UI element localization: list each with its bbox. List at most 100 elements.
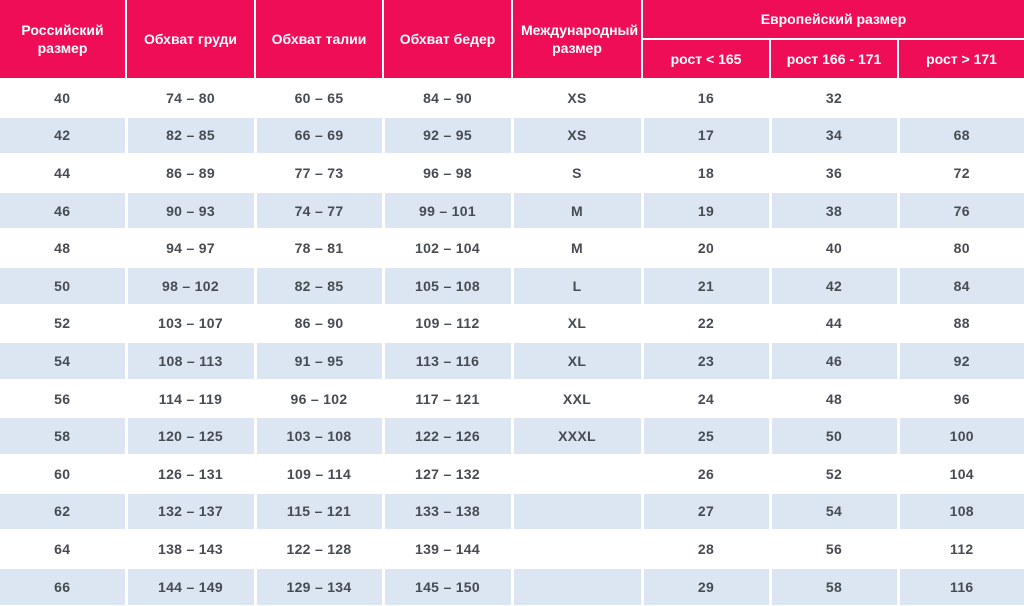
table-cell: 145 – 150	[381, 566, 512, 606]
table-cell: 52	[0, 303, 126, 343]
table-body: 40 74 – 80 60 – 65 84 – 90 XS 16 32 42 82 – 85 66…	[0, 78, 1024, 606]
table-cell: 120 – 125	[124, 416, 255, 455]
table-cell	[510, 491, 642, 531]
header-cell-hips: Обхват бедер	[382, 0, 512, 79]
table-cell: XL	[510, 303, 642, 343]
table-cell: 129 – 134	[253, 566, 383, 606]
table-cell: 84	[896, 265, 1024, 305]
table-cell: 144 – 149	[124, 566, 255, 606]
header-cell-height-166-171: рост 166 - 171	[769, 38, 898, 79]
header-cell-international-size: Международный размер	[511, 0, 642, 79]
table-cell: 109 – 114	[253, 453, 383, 493]
table-cell: 96	[896, 378, 1024, 418]
table-cell: 103 – 108	[253, 416, 383, 455]
table-cell: 92	[896, 341, 1024, 380]
table-cell: XL	[510, 341, 642, 380]
table-cell: 133 – 138	[381, 491, 512, 531]
table-cell: 100	[896, 416, 1024, 455]
table-cell: 48	[768, 378, 898, 418]
table-row: 54 108 – 113 91 – 95 113 – 116 XL 23 46 92	[0, 341, 1024, 380]
table-cell: 88	[896, 303, 1024, 343]
table-cell	[510, 566, 642, 606]
header-cell-russian-size: Российский размер	[0, 0, 126, 79]
table-cell: 96 – 102	[253, 378, 383, 418]
table-cell: S	[510, 153, 642, 192]
table-cell: 108	[896, 491, 1024, 531]
table-cell: 23	[640, 341, 770, 380]
table-cell: 122 – 128	[253, 529, 383, 568]
table-row: 56 114 – 119 96 – 102 117 – 121 XXL 24 48 96	[0, 378, 1024, 418]
table-cell: 86 – 90	[253, 303, 383, 343]
table-cell: 84 – 90	[381, 78, 512, 117]
table-cell: 139 – 144	[381, 529, 512, 568]
table-cell: 32	[768, 78, 898, 117]
table-cell: 60	[0, 453, 126, 493]
header-row-sub: рост < 165 рост 166 - 171 рост > 171	[0, 38, 1024, 79]
table-cell: 28	[640, 529, 770, 568]
table-cell: 74 – 80	[124, 78, 255, 117]
table-cell: 99 – 101	[381, 190, 512, 230]
header-cell-chest: Обхват груди	[125, 0, 255, 79]
table-cell: 19	[640, 190, 770, 230]
table-cell: 50	[0, 265, 126, 305]
table-cell: 42	[0, 115, 126, 155]
table-cell: 58	[0, 416, 126, 455]
table-cell	[510, 529, 642, 568]
header-cell-european-size-group: Европейский размер	[641, 0, 1024, 39]
table-cell: 56	[0, 378, 126, 418]
table-cell: XS	[510, 115, 642, 155]
table-cell: 116	[896, 566, 1024, 606]
table-row: 60 126 – 131 109 – 114 127 – 132 26 52 104	[0, 453, 1024, 493]
table-cell: 62	[0, 491, 126, 531]
table-cell: 26	[640, 453, 770, 493]
table-cell: 96 – 98	[381, 153, 512, 192]
table-cell	[896, 78, 1024, 117]
table-row: 66 144 – 149 129 – 134 145 – 150 29 58 116	[0, 566, 1024, 606]
table-cell: 52	[768, 453, 898, 493]
table-cell: 66 – 69	[253, 115, 383, 155]
table-cell: XS	[510, 78, 642, 117]
table-cell: 25	[640, 416, 770, 455]
table-cell: 20	[640, 228, 770, 267]
header-row-top: Российский размер Обхват груди Обхват та…	[0, 0, 1024, 79]
table-cell: 132 – 137	[124, 491, 255, 531]
table-row: 52 103 – 107 86 – 90 109 – 112 XL 22 44 88	[0, 303, 1024, 343]
table-row: 42 82 – 85 66 – 69 92 – 95 XS 17 34 68	[0, 115, 1024, 155]
table-cell: 122 – 126	[381, 416, 512, 455]
table-cell: 82 – 85	[124, 115, 255, 155]
table-cell: 54	[768, 491, 898, 531]
table-cell: 40	[768, 228, 898, 267]
table-cell: 46	[0, 190, 126, 230]
table-cell: 17	[640, 115, 770, 155]
table-cell: 54	[0, 341, 126, 380]
table-cell: 48	[0, 228, 126, 267]
table-cell: 22	[640, 303, 770, 343]
table-cell: XXXL	[510, 416, 642, 455]
table-cell: 80	[896, 228, 1024, 267]
table-cell: 58	[768, 566, 898, 606]
table-cell: 91 – 95	[253, 341, 383, 380]
table-cell: 109 – 112	[381, 303, 512, 343]
header-cell-waist: Обхват талии	[254, 0, 383, 79]
table-cell: 78 – 81	[253, 228, 383, 267]
table-cell: L	[510, 265, 642, 305]
table-cell: 76	[896, 190, 1024, 230]
table-cell: 114 – 119	[124, 378, 255, 418]
header-cell-height-lt-165: рост < 165	[641, 38, 770, 79]
table-cell: 90 – 93	[124, 190, 255, 230]
table-cell	[510, 453, 642, 493]
table-cell: 108 – 113	[124, 341, 255, 380]
table-cell: 27	[640, 491, 770, 531]
table-cell: 127 – 132	[381, 453, 512, 493]
table-cell: 64	[0, 529, 126, 568]
table-cell: 112	[896, 529, 1024, 568]
table-cell: 50	[768, 416, 898, 455]
table-cell: 16	[640, 78, 770, 117]
table-cell: 24	[640, 378, 770, 418]
table-cell: 42	[768, 265, 898, 305]
table-cell: 98 – 102	[124, 265, 255, 305]
table-cell: 115 – 121	[253, 491, 383, 531]
table-row: 48 94 – 97 78 – 81 102 – 104 M 20 40 80	[0, 228, 1024, 267]
table-cell: 103 – 107	[124, 303, 255, 343]
